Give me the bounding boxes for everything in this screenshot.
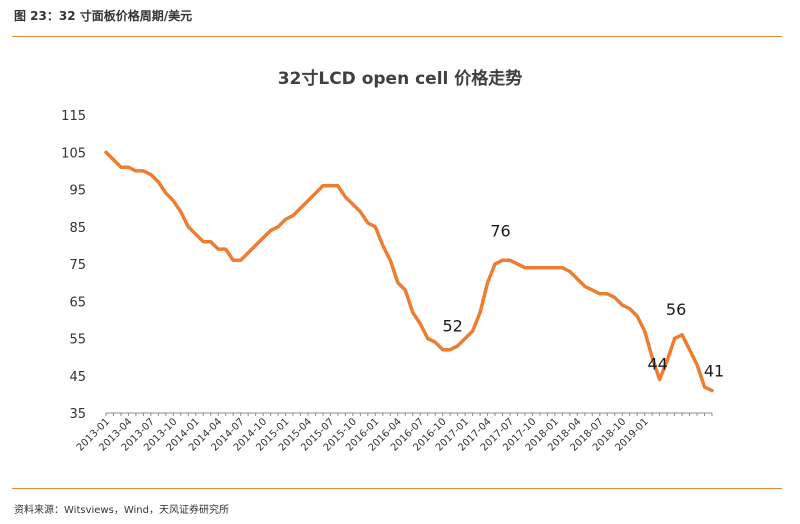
data-label: 44 (647, 354, 667, 373)
y-tick-label: 115 (61, 109, 86, 124)
data-label: 52 (442, 317, 462, 336)
y-tick-label: 75 (69, 258, 86, 273)
price-trend-chart: 32寸LCD open cell 价格走势 35 45 55 65 75 85 95 105 1… (61, 68, 724, 454)
source-note: 资料来源：Witsviews，Wind，天风证券研究所 (14, 505, 229, 516)
y-axis: 35 45 55 65 75 85 95 105 115 (61, 109, 86, 422)
y-tick-label: 35 (69, 407, 86, 422)
data-label: 56 (666, 300, 686, 319)
figure-title: 图 23：32 寸面板价格周期/美元 (14, 9, 193, 23)
data-label: 41 (704, 362, 724, 381)
series-line-0 (104, 150, 647, 352)
y-tick-label: 55 (69, 333, 86, 348)
bottom-divider (12, 488, 782, 489)
series-group (104, 150, 714, 393)
x-axis: 2013-012013-042013-072013-102014-012014-… (75, 412, 713, 454)
y-tick-label: 95 (69, 184, 86, 199)
top-divider (12, 36, 782, 37)
y-tick-label: 105 (61, 146, 86, 161)
series-line-1 (642, 329, 714, 393)
y-tick-label: 45 (69, 370, 86, 385)
y-tick-label: 65 (69, 295, 86, 310)
y-tick-label: 85 (69, 221, 86, 236)
data-labels: 52 76 44 56 41 (442, 221, 724, 380)
chart-title: 32寸LCD open cell 价格走势 (278, 68, 523, 89)
data-label: 76 (490, 221, 510, 240)
